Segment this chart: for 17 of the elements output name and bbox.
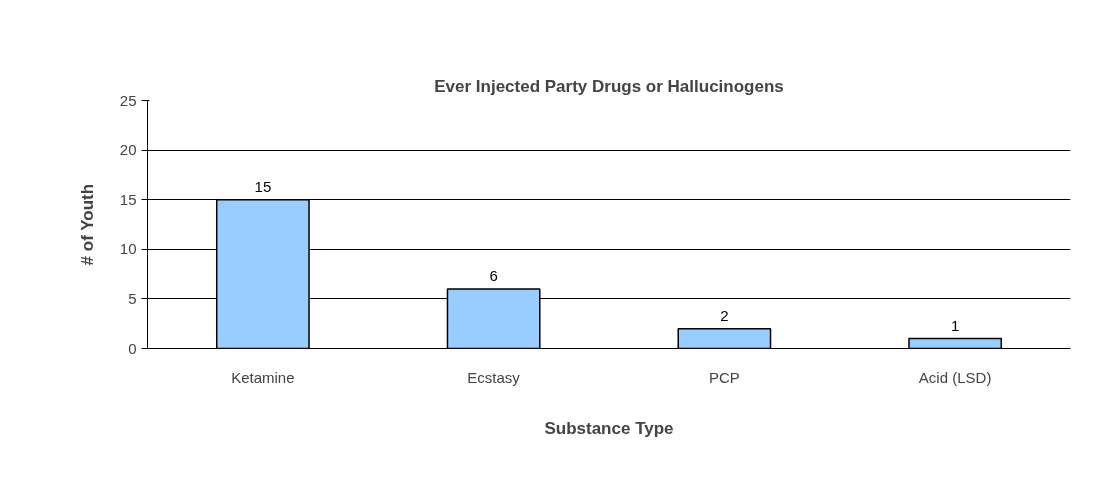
y-tick-label: 10 — [119, 240, 137, 258]
y-tick-label: 5 — [128, 289, 137, 307]
x-axis-title: Substance Type — [544, 418, 674, 438]
data-label: 6 — [489, 266, 498, 284]
y-tick-label: 25 — [119, 91, 137, 109]
data-label: 15 — [254, 177, 272, 195]
x-tick-label: Ecstasy — [467, 368, 521, 386]
x-tick-label: Ketamine — [231, 368, 295, 386]
data-label: 2 — [720, 306, 729, 324]
y-tick-label: 0 — [128, 339, 137, 357]
y-tick-label: 20 — [119, 141, 137, 159]
chart-title: Ever Injected Party Drugs or Hallucinogens — [434, 76, 784, 96]
y-axis-title: # of Youth — [77, 183, 97, 266]
x-tick-label: PCP — [708, 368, 740, 386]
x-tick-label: Acid (LSD) — [918, 368, 992, 386]
y-tick-label: 15 — [119, 190, 137, 208]
data-label: 1 — [950, 316, 960, 334]
